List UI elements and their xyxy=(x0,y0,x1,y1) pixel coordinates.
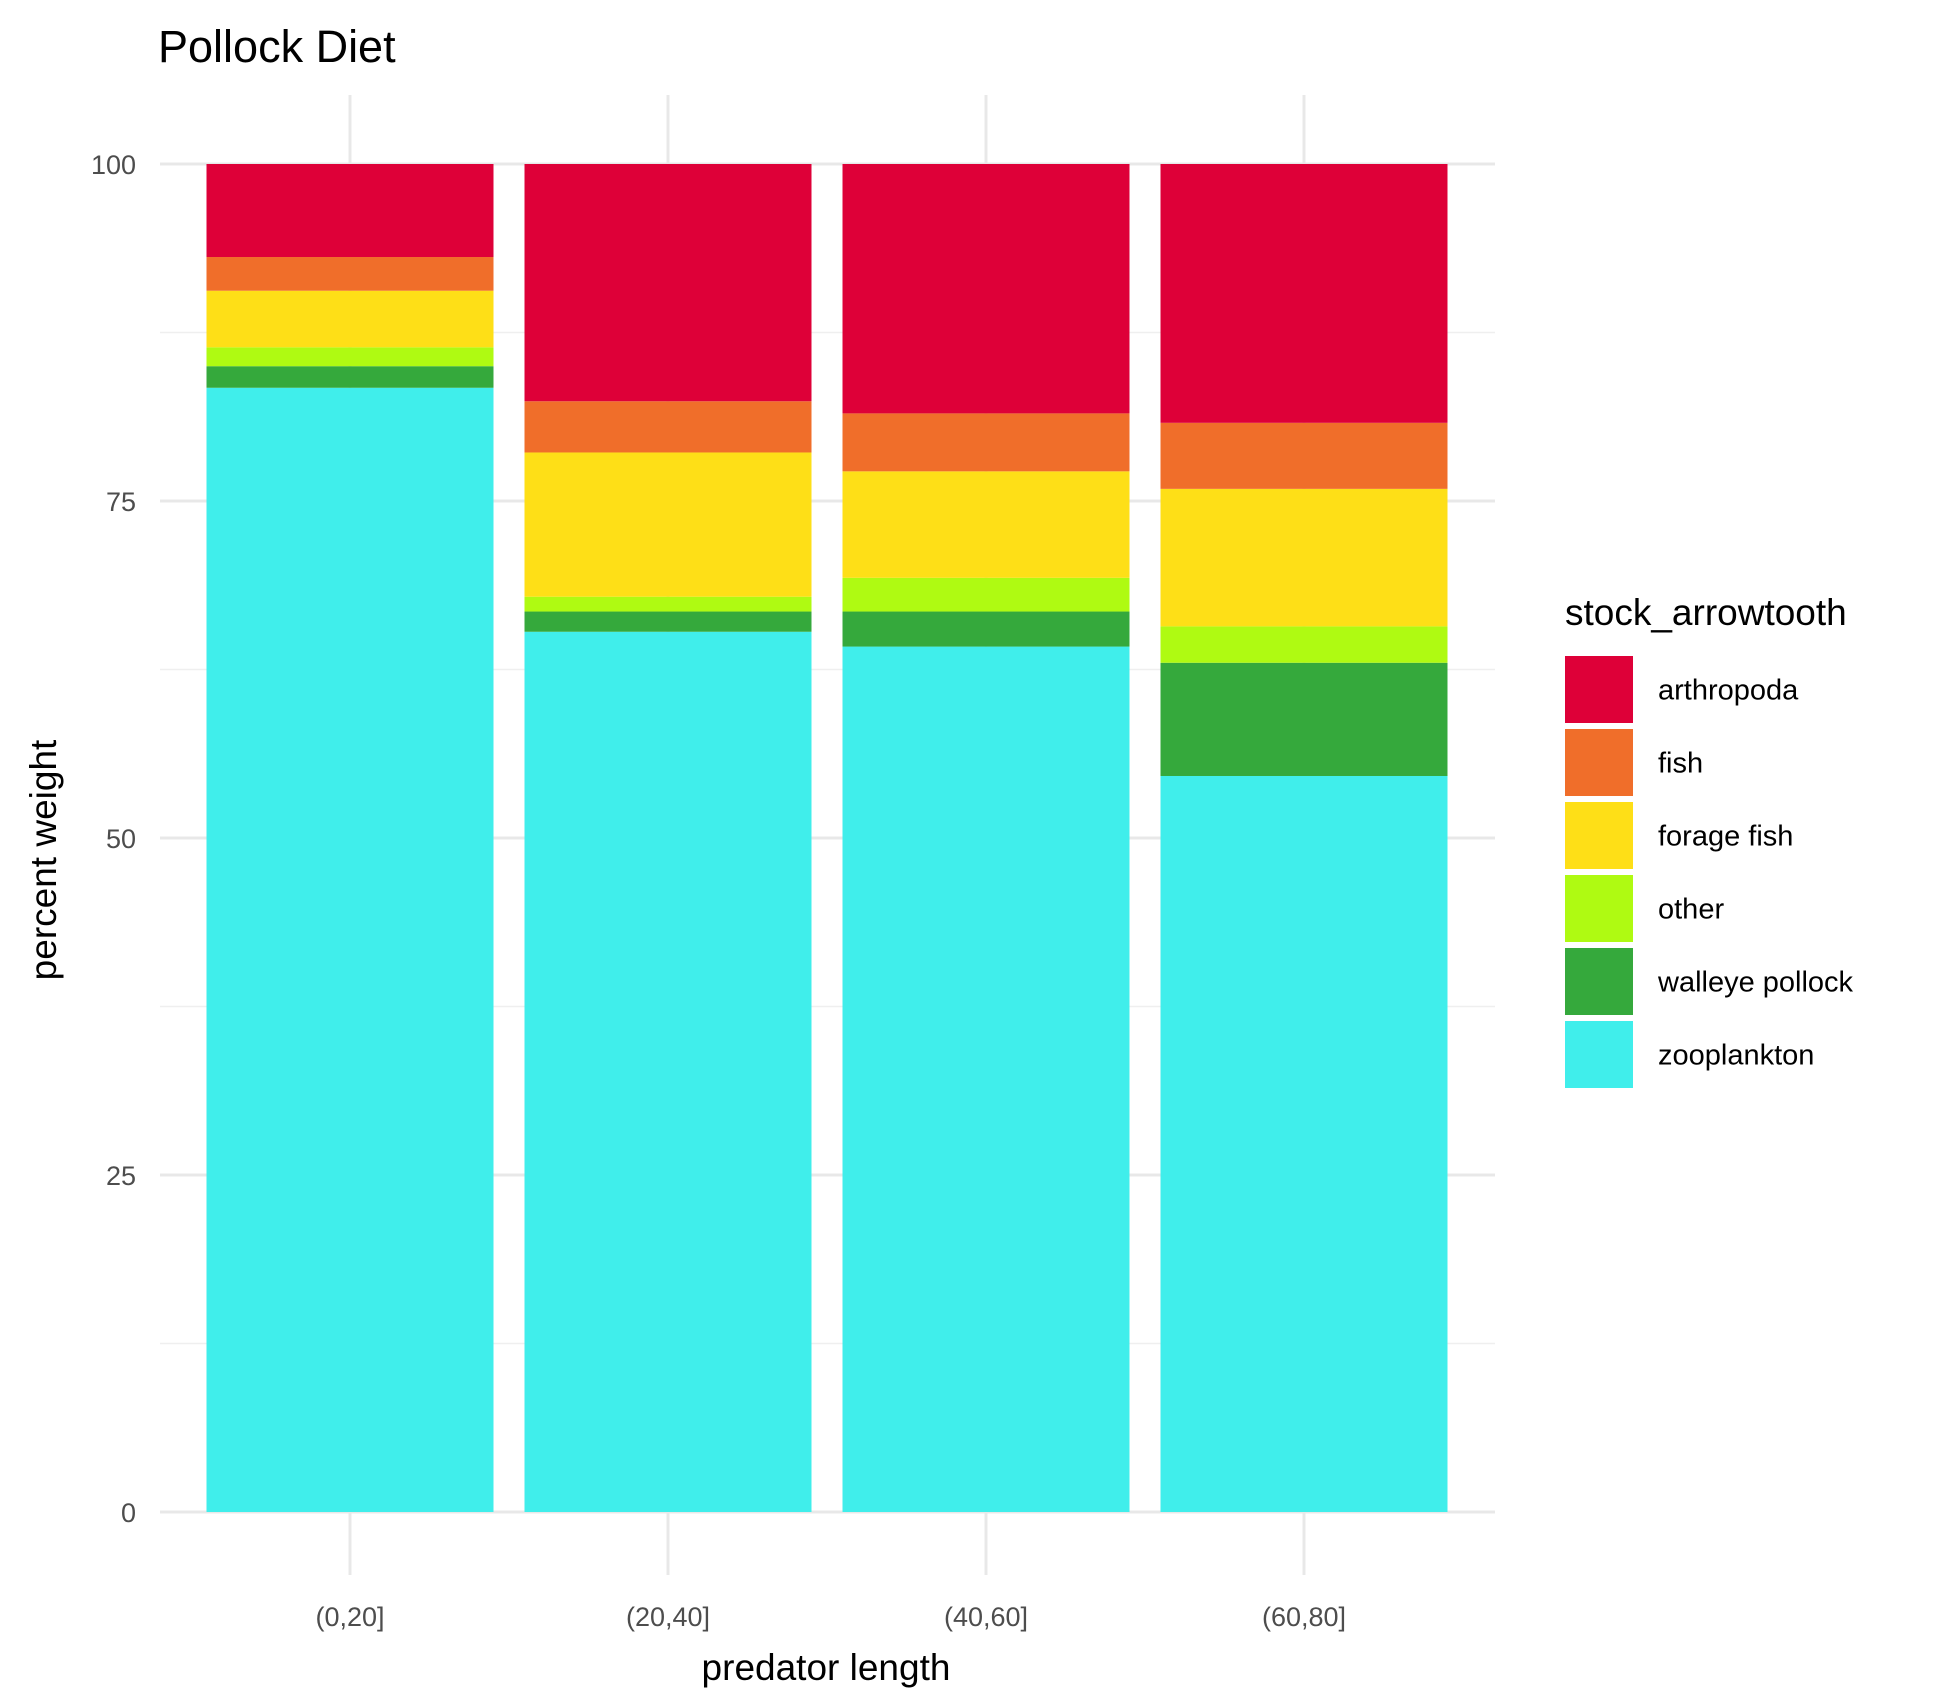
bar-segment-arthropoda xyxy=(1160,164,1448,423)
chart-title: Pollock Diet xyxy=(158,21,396,72)
x-axis-title: predator length xyxy=(702,1647,951,1688)
bar-segment-zooplankton xyxy=(206,387,494,1512)
bar-segment-other xyxy=(842,577,1130,612)
legend-key-walleye-pollock xyxy=(1565,948,1633,1015)
bar-segment-forage-fish xyxy=(206,290,494,348)
legend-title: stock_arrowtooth xyxy=(1565,592,1847,633)
x-tick-label: (0,20] xyxy=(315,1602,384,1632)
x-tick-label: (60,80] xyxy=(1262,1602,1346,1632)
bar-segment-fish xyxy=(1160,422,1448,489)
y-tick-label: 25 xyxy=(106,1161,136,1191)
bar-segment-arthropoda xyxy=(524,164,812,402)
y-tick-label: 100 xyxy=(91,150,136,180)
bar-segment-other xyxy=(206,347,494,367)
bar-segment-fish xyxy=(206,257,494,291)
bar-segment-zooplankton xyxy=(1160,775,1448,1512)
legend: stock_arrowtooth arthropoda fish forage fi… xyxy=(1565,592,1854,1088)
bar-segment-walleye-pollock xyxy=(524,611,812,632)
legend-key-zooplankton xyxy=(1565,1021,1633,1088)
legend-label: arthropoda xyxy=(1658,675,1799,707)
legend-label: other xyxy=(1658,894,1724,926)
y-tick-label: 0 xyxy=(121,1498,136,1528)
bar-segment-forage-fish xyxy=(524,452,812,597)
bar-segment-forage-fish xyxy=(1160,488,1448,627)
y-tick-label: 75 xyxy=(106,487,136,517)
legend-key-arthropoda xyxy=(1565,656,1633,723)
bar-segment-zooplankton xyxy=(524,631,812,1512)
bar-segment-walleye-pollock xyxy=(206,366,494,388)
y-axis-ticks: 0 25 50 75 100 xyxy=(91,150,136,1528)
bar-segment-arthropoda xyxy=(842,164,1130,414)
bar-segment-forage-fish xyxy=(842,471,1130,578)
legend-key-other xyxy=(1565,875,1633,942)
legend-key-forage-fish xyxy=(1565,802,1633,869)
legend-label: fish xyxy=(1658,748,1703,780)
legend-label: walleye pollock xyxy=(1657,967,1854,999)
bar-segment-zooplankton xyxy=(842,646,1130,1512)
bar-segment-other xyxy=(524,596,812,612)
legend-label: zooplankton xyxy=(1658,1040,1814,1072)
x-axis-ticks: (0,20] (20,40] (40,60] (60,80] xyxy=(315,1602,1346,1632)
x-tick-label: (40,60] xyxy=(944,1602,1028,1632)
bar-segment-walleye-pollock xyxy=(842,611,1130,647)
legend-key-fish xyxy=(1565,729,1633,796)
bar-segment-arthropoda xyxy=(206,164,494,258)
bar-segment-walleye-pollock xyxy=(1160,662,1448,776)
bar-segment-fish xyxy=(524,401,812,453)
bar-segment-other xyxy=(1160,626,1448,663)
y-axis-title: percent weight xyxy=(23,739,64,980)
legend-label: forage fish xyxy=(1658,821,1793,853)
bars-layer xyxy=(206,164,1448,1512)
x-tick-label: (20,40] xyxy=(626,1602,710,1632)
y-tick-label: 50 xyxy=(106,824,136,854)
legend-items: arthropoda fish forage fish other walleye po… xyxy=(1565,656,1854,1088)
bar-segment-fish xyxy=(842,413,1130,472)
